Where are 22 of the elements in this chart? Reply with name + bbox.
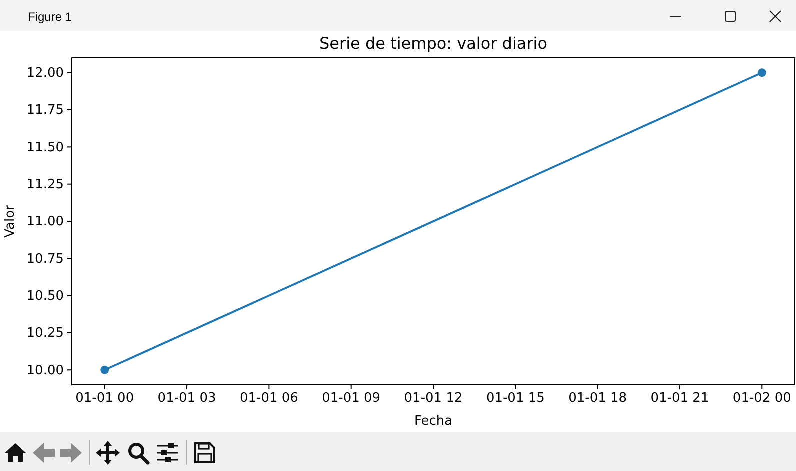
x-tick-label: 01-01 06 bbox=[240, 391, 298, 406]
y-tick-label: 10.00 bbox=[26, 363, 64, 378]
y-tick-label: 10.75 bbox=[26, 252, 64, 267]
caption: Figure 1 bbox=[28, 10, 72, 24]
x-tick-label: 01-01 00 bbox=[76, 391, 134, 406]
x-tick-label: 01-01 18 bbox=[568, 391, 628, 406]
x-tick-label: 01-02 00 bbox=[732, 391, 792, 406]
y-tick-label: 10.25 bbox=[26, 326, 64, 342]
x-tick-label: 01-01 15 bbox=[486, 391, 545, 406]
x-tick-label: 01-01 12 bbox=[404, 391, 463, 406]
y-tick-label: 11.25 bbox=[26, 178, 64, 192]
y-tick-label: 11.75 bbox=[26, 103, 64, 118]
y-tick-label: 11.50 bbox=[26, 140, 64, 156]
x-tick-label: 01-01 09 bbox=[322, 391, 381, 406]
y-tick-label: 10.50 bbox=[26, 288, 64, 304]
x-tick-label: 01-01 21 bbox=[650, 391, 710, 406]
x-tick-label: 01-01 03 bbox=[158, 391, 216, 406]
chart-title: Serie de tiempo: valor diario bbox=[320, 34, 548, 53]
y-axis-title: Valor bbox=[3, 204, 18, 238]
y-tick-label: 11.00 bbox=[26, 214, 64, 230]
x-axis-title: Fecha bbox=[414, 414, 453, 429]
y-tick-label: 12.00 bbox=[26, 66, 64, 82]
